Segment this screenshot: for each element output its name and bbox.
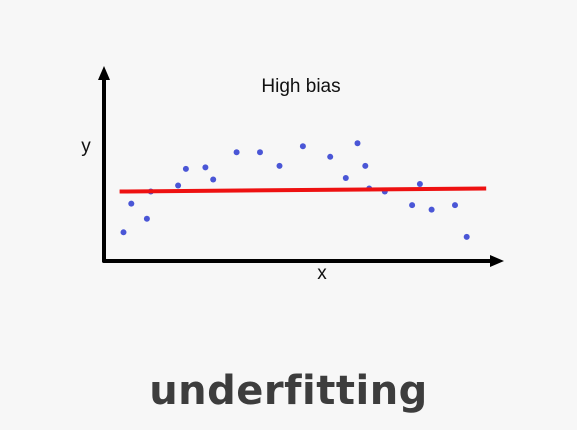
data-point <box>210 176 216 182</box>
data-point <box>343 175 349 181</box>
data-point <box>144 216 150 222</box>
data-point <box>409 202 415 208</box>
x-axis-label: x <box>317 263 327 284</box>
data-point <box>175 183 181 189</box>
y-axis-label: y <box>81 136 91 157</box>
y-axis-arrow <box>98 66 110 80</box>
data-point <box>234 149 240 155</box>
scatter-chart: High bias y x <box>0 0 577 360</box>
data-point <box>300 143 306 149</box>
data-point <box>362 163 368 169</box>
x-axis-arrow <box>490 255 504 267</box>
data-point <box>417 181 423 187</box>
data-point <box>429 207 435 213</box>
data-point <box>121 229 127 235</box>
data-point <box>128 201 134 207</box>
fit-line <box>120 189 487 192</box>
data-point <box>464 234 470 240</box>
data-point <box>277 163 283 169</box>
data-point <box>183 166 189 172</box>
data-point <box>452 202 458 208</box>
data-point <box>257 149 263 155</box>
caption-underfitting: underfitting <box>0 368 577 414</box>
data-point <box>202 164 208 170</box>
data-point <box>327 154 333 160</box>
data-point <box>355 140 361 146</box>
chart-title: High bias <box>261 76 340 97</box>
